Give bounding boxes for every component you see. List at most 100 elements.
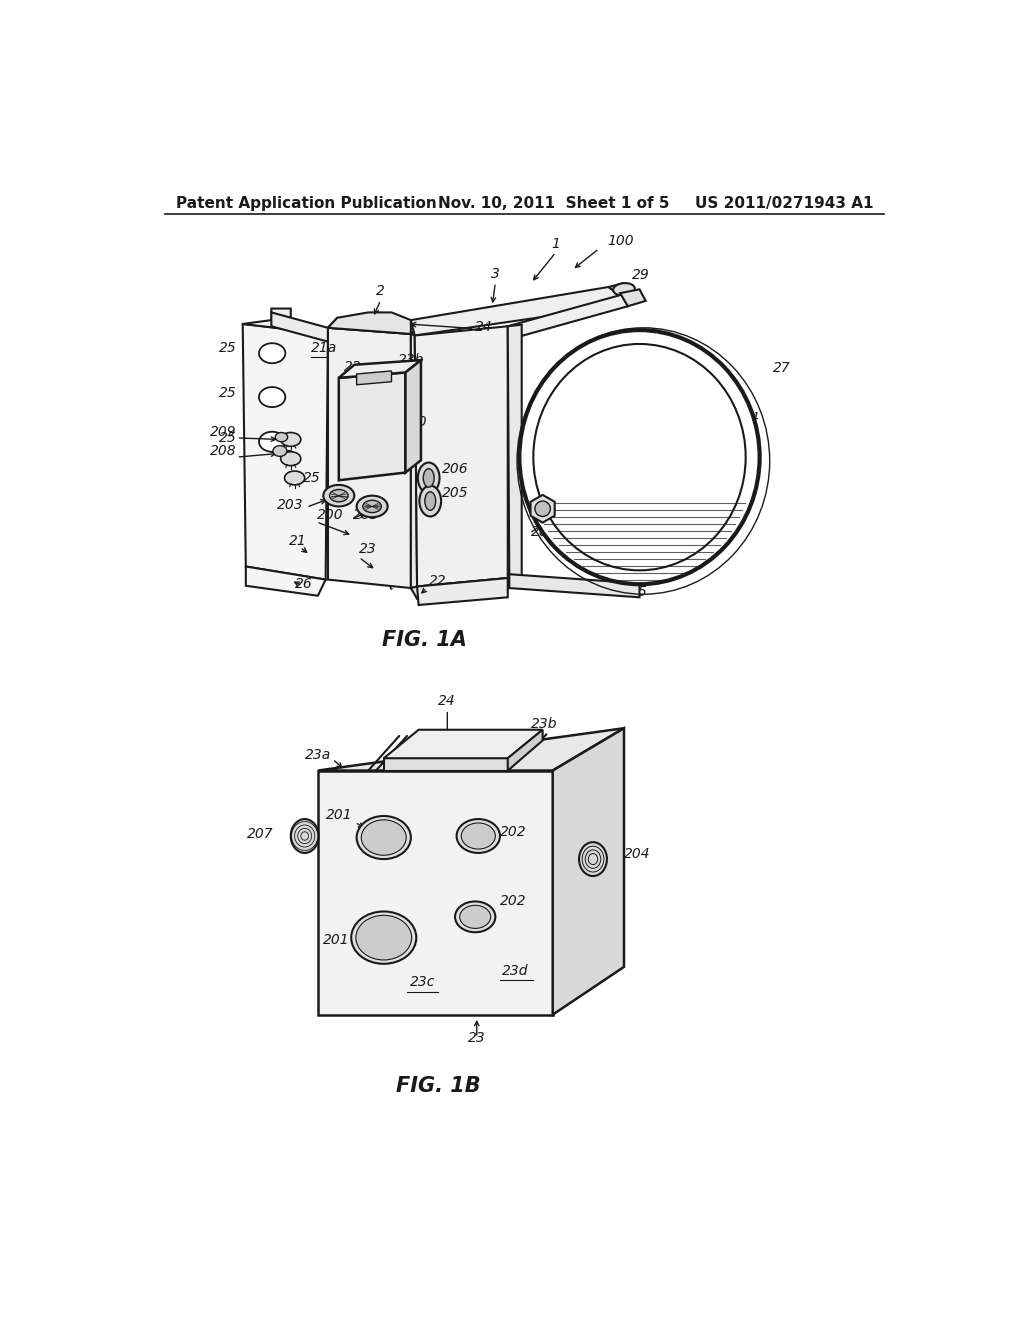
Polygon shape <box>271 313 328 342</box>
Text: Patent Application Publication: Patent Application Publication <box>176 195 437 211</box>
Polygon shape <box>339 360 421 378</box>
Ellipse shape <box>534 345 745 570</box>
Polygon shape <box>317 729 624 771</box>
Text: FIG. 1A: FIG. 1A <box>382 630 467 649</box>
Text: 203: 203 <box>278 498 304 512</box>
Ellipse shape <box>361 820 407 855</box>
Polygon shape <box>406 360 421 473</box>
Text: 200: 200 <box>317 508 344 521</box>
Text: 22: 22 <box>429 574 446 587</box>
Polygon shape <box>553 729 624 1015</box>
Ellipse shape <box>330 490 348 502</box>
Polygon shape <box>328 313 411 334</box>
Text: 23: 23 <box>468 1031 485 1045</box>
Ellipse shape <box>356 915 412 960</box>
Text: 200: 200 <box>400 416 427 429</box>
Text: 204: 204 <box>624 846 650 861</box>
Polygon shape <box>530 495 555 523</box>
Polygon shape <box>328 327 411 589</box>
Text: 29: 29 <box>632 268 649 282</box>
Text: 4: 4 <box>750 411 759 425</box>
Polygon shape <box>411 578 508 599</box>
Ellipse shape <box>259 387 286 407</box>
Polygon shape <box>621 289 646 306</box>
Ellipse shape <box>613 282 635 296</box>
Text: 210: 210 <box>348 392 375 405</box>
Ellipse shape <box>291 818 318 853</box>
Text: 23a: 23a <box>305 748 331 762</box>
Text: 24: 24 <box>475 319 493 334</box>
Text: Nov. 10, 2011  Sheet 1 of 5: Nov. 10, 2011 Sheet 1 of 5 <box>438 195 670 211</box>
Ellipse shape <box>259 432 286 451</box>
Ellipse shape <box>281 433 301 446</box>
Text: 205: 205 <box>442 486 469 500</box>
Ellipse shape <box>423 469 434 487</box>
Polygon shape <box>415 326 508 586</box>
Text: 23b: 23b <box>397 352 424 367</box>
Text: 202: 202 <box>500 895 526 908</box>
Ellipse shape <box>535 502 550 516</box>
Polygon shape <box>411 334 417 589</box>
Polygon shape <box>243 309 328 334</box>
Ellipse shape <box>579 842 607 876</box>
Text: 206: 206 <box>442 462 469 475</box>
Ellipse shape <box>273 446 287 457</box>
Text: 23b: 23b <box>531 717 557 731</box>
Text: 21: 21 <box>289 535 307 548</box>
Text: 207: 207 <box>247 826 273 841</box>
Polygon shape <box>508 325 521 578</box>
Ellipse shape <box>362 500 381 512</box>
Text: 23d: 23d <box>502 964 528 978</box>
Ellipse shape <box>275 433 288 442</box>
Ellipse shape <box>285 471 305 484</box>
Ellipse shape <box>356 816 411 859</box>
Text: 23a: 23a <box>343 360 370 374</box>
Text: 23: 23 <box>359 541 377 556</box>
Text: 3: 3 <box>490 267 500 281</box>
Text: 2: 2 <box>376 285 385 298</box>
Polygon shape <box>509 574 640 597</box>
Text: 203: 203 <box>352 508 379 521</box>
Polygon shape <box>411 286 621 335</box>
Text: US 2011/0271943 A1: US 2011/0271943 A1 <box>695 195 873 211</box>
Text: 202: 202 <box>500 825 526 840</box>
Polygon shape <box>246 566 326 595</box>
Ellipse shape <box>460 906 490 928</box>
Text: 25: 25 <box>302 471 321 484</box>
Text: FIG. 1B: FIG. 1B <box>395 1076 480 1096</box>
Ellipse shape <box>324 484 354 507</box>
Ellipse shape <box>457 818 500 853</box>
Text: 1: 1 <box>551 236 560 251</box>
Text: 27: 27 <box>773 362 791 375</box>
Text: 100: 100 <box>607 235 634 248</box>
Text: 5: 5 <box>638 585 647 599</box>
Text: 201: 201 <box>326 808 352 822</box>
Text: 25: 25 <box>219 430 237 445</box>
Text: 28: 28 <box>531 525 549 539</box>
Ellipse shape <box>461 822 496 849</box>
Polygon shape <box>356 371 391 385</box>
Ellipse shape <box>281 451 301 466</box>
Ellipse shape <box>455 902 496 932</box>
Ellipse shape <box>420 486 441 516</box>
Polygon shape <box>417 578 508 605</box>
Text: 24: 24 <box>438 694 456 708</box>
Polygon shape <box>508 294 628 339</box>
Ellipse shape <box>351 911 417 964</box>
Polygon shape <box>328 318 421 334</box>
Ellipse shape <box>519 330 760 585</box>
Ellipse shape <box>425 492 435 511</box>
Text: 208: 208 <box>210 444 237 458</box>
Text: 25: 25 <box>219 385 237 400</box>
Ellipse shape <box>259 343 286 363</box>
Polygon shape <box>384 758 508 771</box>
Polygon shape <box>608 284 632 296</box>
Polygon shape <box>317 771 553 1015</box>
Ellipse shape <box>356 496 388 517</box>
Text: 25: 25 <box>219 342 237 355</box>
Text: 29: 29 <box>700 506 718 520</box>
Polygon shape <box>339 372 406 480</box>
Text: 6: 6 <box>614 447 624 462</box>
Ellipse shape <box>418 462 439 494</box>
Text: 23c: 23c <box>410 975 435 989</box>
